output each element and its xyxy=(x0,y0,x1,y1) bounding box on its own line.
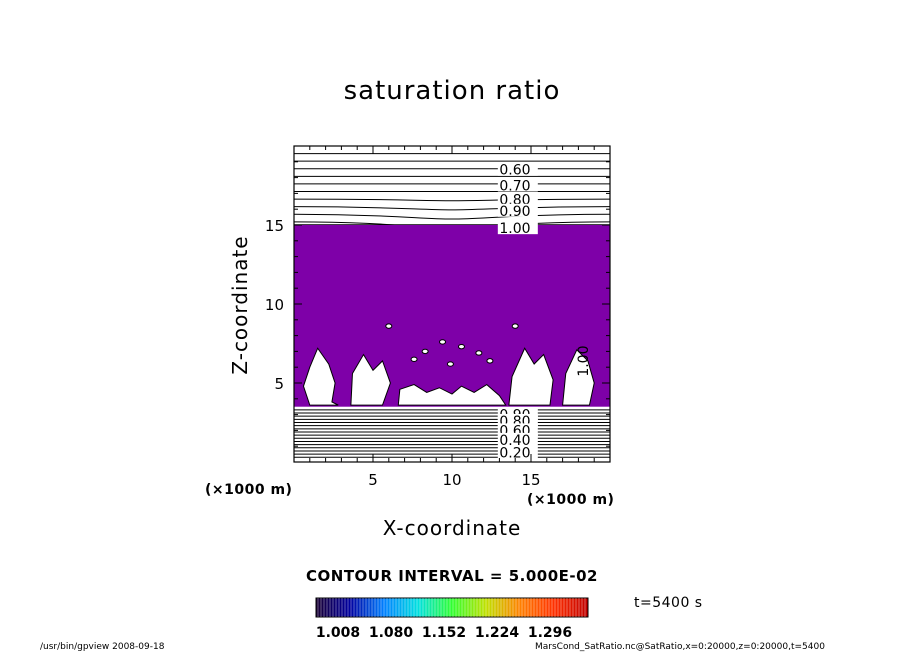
contour-label-bg xyxy=(497,178,538,192)
unsaturated-dot xyxy=(475,350,483,356)
contour-label-bg xyxy=(497,203,538,217)
unsaturated-patch xyxy=(508,347,554,406)
lower-contour-lines xyxy=(294,409,610,458)
upper-contour-line xyxy=(293,213,611,220)
unsaturated-dot xyxy=(410,356,418,362)
unsaturated-patch xyxy=(350,353,391,406)
x-tick-label: 15 xyxy=(521,471,540,489)
colorbar-tick-labels: 1.008 1.080 1.152 1.224 1.296 xyxy=(316,625,572,641)
upper-contour-lines xyxy=(293,153,611,229)
contour-label: 1.00 xyxy=(499,221,530,237)
contour-label-bg xyxy=(497,162,538,176)
chart-title: saturation ratio xyxy=(343,76,561,106)
upper-contour-line xyxy=(293,198,611,202)
unsaturated-dot xyxy=(385,323,393,329)
y-axis-label: Z-coordinate xyxy=(228,235,252,375)
colorbar xyxy=(315,597,589,618)
unsaturated-dot xyxy=(511,323,519,329)
contour-label: 1.00 xyxy=(576,346,592,377)
supersaturated-region xyxy=(294,225,610,407)
colorbar-tick-label: 1.008 xyxy=(316,625,360,641)
unsaturated-dot xyxy=(446,361,454,367)
x-tick-label: 5 xyxy=(368,471,378,489)
x-tick-label: 10 xyxy=(442,471,461,489)
colorbar-stripes xyxy=(317,598,586,617)
contour-label: 0.60 xyxy=(499,163,530,179)
footer-data-source: MarsCond_SatRatio.nc@SatRatio,x=0:20000,… xyxy=(535,642,825,652)
contour-labels: 0.600.700.800.901.000.900.800.600.400.20… xyxy=(497,162,592,462)
colorbar-tick-label: 1.080 xyxy=(369,625,414,641)
axis-ticks: 5 10 15 5 10 15 xyxy=(265,145,611,489)
upper-contour-line xyxy=(293,206,611,211)
unsaturated-patch xyxy=(302,347,339,406)
contour-label: 0.90 xyxy=(499,204,530,220)
z-tick-label: 5 xyxy=(274,375,284,393)
unsaturated-dot xyxy=(421,348,429,355)
contour-label-bg xyxy=(497,221,538,235)
contour-label: 0.40 xyxy=(499,433,530,449)
contour-label-bg xyxy=(497,432,538,446)
colorbar-tick-label: 1.224 xyxy=(475,625,520,641)
unsaturated-patch xyxy=(397,383,507,406)
colorbar-tick-label: 1.152 xyxy=(422,625,466,641)
x-axis-unit: (×1000 m) xyxy=(527,492,615,508)
contour-label-bg xyxy=(497,445,538,459)
contour-label-bg xyxy=(497,192,538,206)
time-label: t=5400 s xyxy=(634,595,703,611)
contour-interval-text: CONTOUR INTERVAL = 5.000E-02 xyxy=(306,567,598,585)
unsaturated-dot xyxy=(486,358,494,364)
footer-program-date: /usr/bin/gpview 2008-09-18 xyxy=(40,642,165,652)
z-tick-label: 15 xyxy=(265,217,284,235)
cloud-plume-patches xyxy=(302,323,595,406)
contour-label: 0.20 xyxy=(499,446,530,462)
z-tick-label: 10 xyxy=(265,296,284,314)
colorbar-tick-label: 1.296 xyxy=(528,625,572,641)
unsaturated-patch xyxy=(562,348,595,406)
unsaturated-dot xyxy=(439,339,447,345)
x-axis-label: X-coordinate xyxy=(382,516,522,540)
contour-label: 0.70 xyxy=(499,179,530,195)
unsaturated-dot xyxy=(457,343,465,350)
z-axis-unit: (×1000 m) xyxy=(205,482,293,498)
